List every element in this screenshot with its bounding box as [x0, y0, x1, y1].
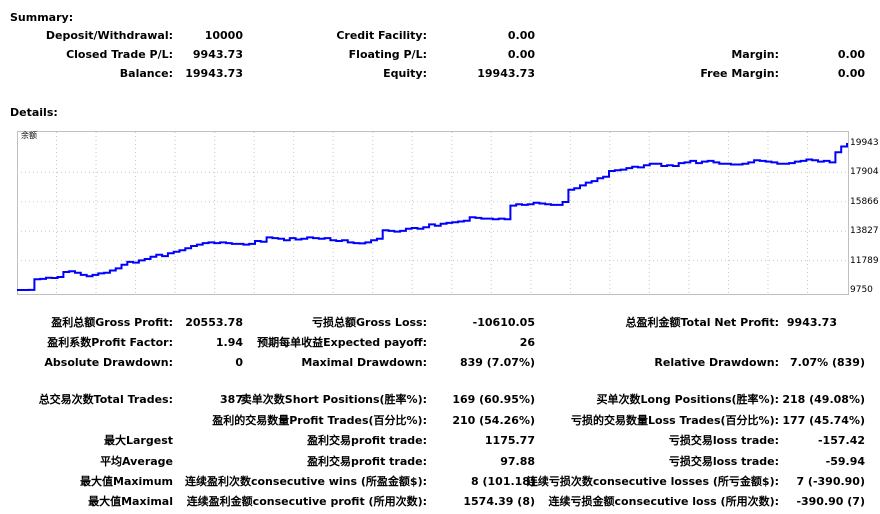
y-tick-label: 15866 — [850, 196, 879, 207]
relative-drawdown-label: Relative Drawdown: — [654, 356, 779, 369]
equity-value: 19943.73 — [477, 67, 535, 80]
gross-profit-label: 盈利总额Gross Profit: — [51, 316, 173, 329]
deposit-value: 10000 — [204, 29, 243, 42]
absolute-drawdown-label: Absolute Drawdown: — [44, 356, 173, 369]
consecutive-profit-value: 1574.39 (8) — [463, 495, 535, 508]
balance-chart-plot — [17, 132, 848, 293]
maximum-label: 最大值Maximum — [80, 475, 173, 488]
relative-drawdown-value: 7.07% (839) — [789, 356, 865, 369]
y-tick-label: 19943 — [850, 138, 879, 148]
largest-loss-value: -157.42 — [817, 434, 865, 447]
long-positions-value: 218 (49.08%) — [782, 393, 865, 406]
average-profit-label: 盈利交易profit trade: — [307, 455, 427, 468]
balance-series-line — [17, 143, 848, 291]
consecutive-wins-label: 连续盈利次数consecutive wins (所盈金额$): — [184, 475, 427, 488]
margin-value: 0.00 — [837, 48, 865, 61]
consecutive-losses-label: 连续亏损次数consecutive losses (所亏金额$): — [526, 475, 779, 488]
chart-series-label: 余额 — [21, 131, 37, 140]
average-loss-value: -59.94 — [825, 455, 865, 468]
consecutive-loss-value: -390.90 (7) — [796, 495, 865, 508]
absolute-drawdown-value: 0 — [235, 356, 243, 369]
balance-value: 19943.73 — [185, 67, 243, 80]
short-positions-value: 169 (60.95%) — [452, 393, 535, 406]
profit-trades-value: 210 (54.26%) — [452, 414, 535, 427]
expected-payoff-label: 预期每单收益Expected payoff: — [257, 336, 427, 349]
average-label: 平均Average — [100, 455, 173, 468]
consecutive-losses-value: 7 (-390.90) — [796, 475, 865, 488]
free-margin-value: 0.00 — [837, 67, 865, 80]
profit-factor-value: 1.94 — [215, 336, 243, 349]
profit-trades-label: 盈利的交易数量Profit Trades(百分比%): — [212, 414, 427, 427]
closed-trade-value: 9943.73 — [192, 48, 243, 61]
gross-profit-value: 20553.78 — [185, 316, 243, 329]
details-title: Details: — [10, 106, 58, 119]
largest-loss-label: 亏损交易loss trade: — [668, 434, 779, 447]
free-margin-label: Free Margin: — [700, 67, 779, 80]
net-profit-value: 9943.73 — [786, 316, 837, 329]
balance-chart — [17, 131, 849, 295]
loss-trades-value: 177 (45.74%) — [782, 414, 865, 427]
balance-label: Balance: — [119, 67, 173, 80]
y-tick-label: 11789 — [850, 255, 879, 266]
consecutive-profit-label: 连续盈利金额consecutive profit (所用次数): — [186, 495, 427, 508]
consecutive-wins-value: 8 (101.18) — [471, 475, 535, 488]
closed-trade-label: Closed Trade P/L: — [66, 48, 173, 61]
y-tick-label: 13827 — [850, 226, 879, 237]
summary-title: Summary: — [10, 11, 74, 24]
y-tick-label: 9750 — [850, 285, 873, 295]
floating-value: 0.00 — [507, 48, 535, 61]
net-profit-label: 总盈利金额Total Net Profit: — [625, 316, 780, 329]
deposit-label: Deposit/Withdrawal: — [45, 29, 173, 42]
y-tick-label: 17904 — [850, 167, 879, 178]
long-positions-label: 买单次数Long Positions(胜率%): — [596, 393, 779, 406]
credit-value: 0.00 — [507, 29, 535, 42]
largest-label: 最大Largest — [104, 434, 173, 447]
gross-loss-value: -10610.05 — [472, 316, 535, 329]
loss-trades-label: 亏损的交易数量Loss Trades(百分比%): — [571, 414, 779, 427]
margin-label: Margin: — [731, 48, 779, 61]
average-loss-label: 亏损交易loss trade: — [668, 455, 779, 468]
maximal-drawdown-value: 839 (7.07%) — [459, 356, 535, 369]
average-profit-value: 97.88 — [500, 455, 535, 468]
equity-label: Equity: — [383, 67, 427, 80]
total-trades-label: 总交易次数Total Trades: — [38, 393, 173, 406]
floating-label: Floating P/L: — [348, 48, 427, 61]
consecutive-loss-label: 连续亏损金额consecutive loss (所用次数): — [548, 495, 779, 508]
short-positions-label: 卖单次数Short Positions(胜率%): — [240, 393, 427, 406]
total-trades-value: 387 — [220, 393, 243, 406]
maximal-label: 最大值Maximal — [88, 495, 173, 508]
gross-loss-label: 亏损总额Gross Loss: — [312, 316, 427, 329]
credit-label: Credit Facility: — [336, 29, 427, 42]
expected-payoff-value: 26 — [519, 336, 535, 349]
profit-factor-label: 盈利系数Profit Factor: — [47, 336, 173, 349]
largest-profit-value: 1175.77 — [484, 434, 535, 447]
maximal-drawdown-label: Maximal Drawdown: — [301, 356, 427, 369]
largest-profit-label: 盈利交易profit trade: — [307, 434, 427, 447]
